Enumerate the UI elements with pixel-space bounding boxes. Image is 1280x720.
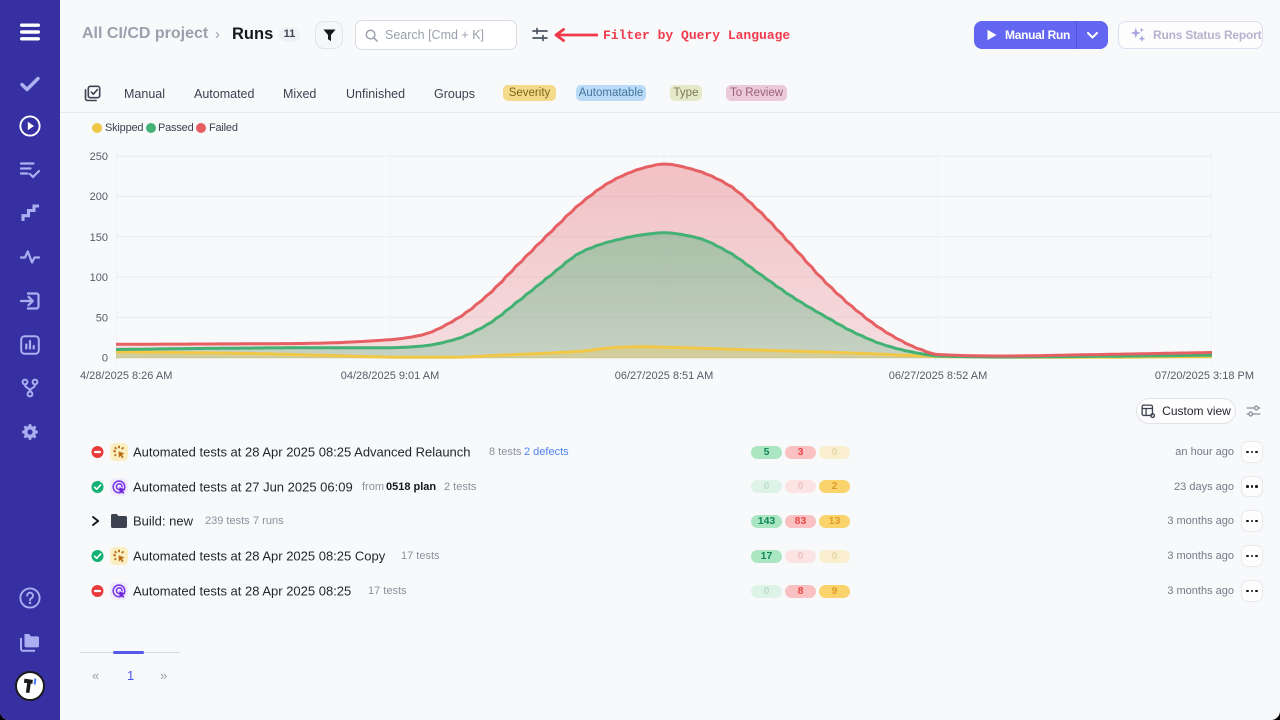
svg-text:06/27/2025 8:52 AM: 06/27/2025 8:52 AM [889,370,987,382]
svg-text:100: 100 [90,272,108,284]
svg-text:06/27/2025 8:51 AM: 06/27/2025 8:51 AM [615,370,713,382]
svg-text:4/28/2025 8:26 AM: 4/28/2025 8:26 AM [80,370,172,382]
svg-text:07/20/2025 3:18 PM: 07/20/2025 3:18 PM [1155,370,1254,382]
svg-text:250: 250 [90,151,108,163]
svg-text:0: 0 [102,353,108,365]
svg-text:50: 50 [96,313,108,325]
svg-text:200: 200 [90,191,108,203]
svg-text:150: 150 [90,232,108,244]
svg-text:04/28/2025 9:01 AM: 04/28/2025 9:01 AM [341,370,439,382]
